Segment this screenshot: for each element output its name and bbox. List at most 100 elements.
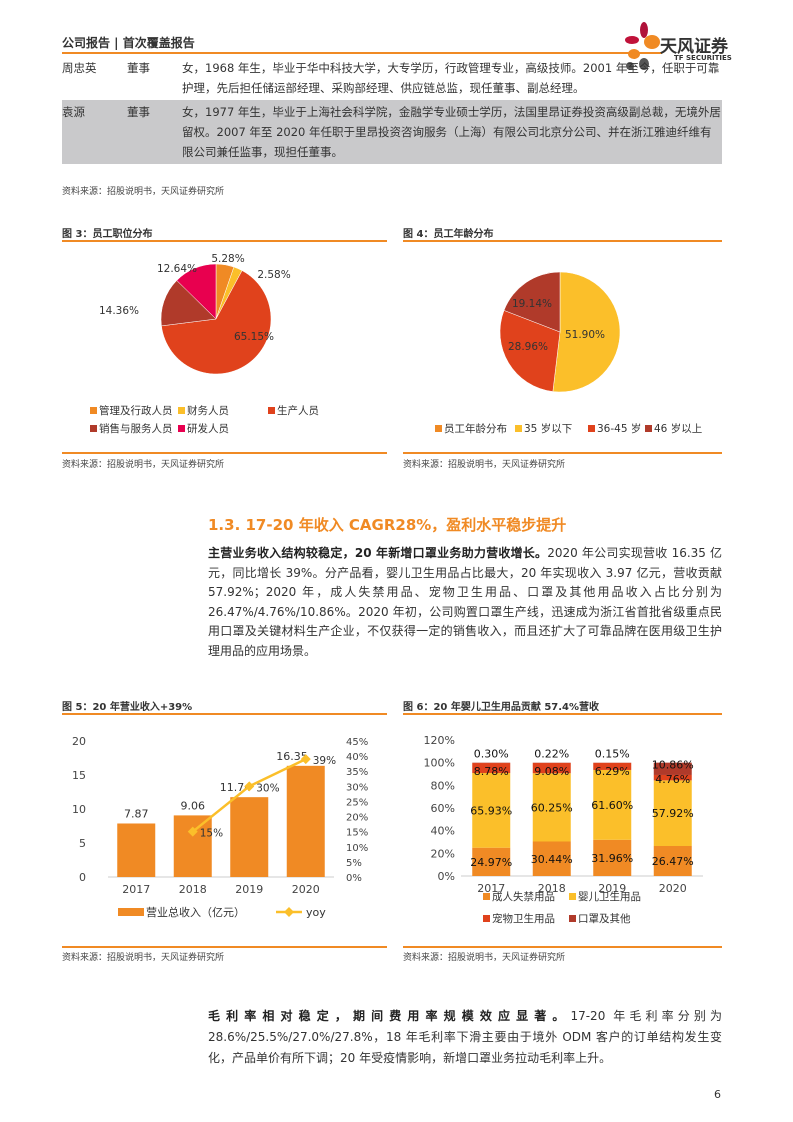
stacked-segment xyxy=(653,780,692,847)
stacked-segment xyxy=(653,762,692,775)
y-tick-label: 15 xyxy=(72,769,86,782)
figure3-source: 资料来源：招股说明书，天风证券研究所 xyxy=(62,460,225,470)
y2-tick-label: 15% xyxy=(346,828,368,839)
stacked-segment xyxy=(472,847,511,876)
figure-divider xyxy=(62,452,387,454)
legend-item: 35 岁以下 xyxy=(524,422,572,435)
legend-swatch xyxy=(483,915,490,922)
figure-divider xyxy=(403,240,722,242)
legend-item: 生产人员 xyxy=(277,404,319,417)
legend-swatch xyxy=(178,425,185,432)
slice-label: 65.15% xyxy=(234,331,274,343)
figure3-pie-chart: 5.28% 2.58% 65.15% 14.36% 12.64% 管理及行政人员 财务人员 生… xyxy=(90,253,319,435)
table-source: 资料来源：招股说明书，天风证券研究所 xyxy=(62,187,225,197)
y-tick-label: 80% xyxy=(431,779,455,792)
x-tick-label: 2020 xyxy=(659,882,687,895)
legend-item: 46 岁以上 xyxy=(654,422,702,435)
figure6-stacked-chart: 0% 20% 40% 60% 80% 100% 120% 24.97% 65.93% 8.78% 0… xyxy=(424,734,703,925)
y2-tick-label: 30% xyxy=(346,782,368,793)
legend-item: 成人失禁用品 xyxy=(492,890,555,903)
pie-slice xyxy=(552,271,621,393)
legend-swatch xyxy=(645,425,652,432)
page-number: 6 xyxy=(714,1088,721,1101)
logo-text: 天风证券 xyxy=(660,37,728,57)
stacked-segment xyxy=(593,839,632,876)
legend-swatch xyxy=(569,915,576,922)
segment-label: 0.30% xyxy=(474,748,509,761)
figure-divider xyxy=(403,713,722,715)
report-header: 公司报告 | 首次覆盖报告 xyxy=(62,36,195,50)
legend-item: 财务人员 xyxy=(187,404,229,417)
y-tick-label: 40% xyxy=(431,825,455,838)
stacked-segment xyxy=(472,763,511,773)
legend-swatch xyxy=(569,893,576,900)
segment-label: 26.47% xyxy=(652,855,694,868)
revenue-bar xyxy=(117,823,156,877)
figure-divider xyxy=(403,946,722,948)
y2-tick-label: 10% xyxy=(346,843,368,854)
y-tick-label: 5 xyxy=(79,837,86,850)
paragraph-lead: 毛利率相对稳定，期间费用率规模效应显著。 xyxy=(208,1009,571,1023)
yoy-label: 39% xyxy=(313,755,336,767)
figure4-pie-chart: 51.90% 28.96% 19.14% 员工年龄分布 35 岁以下 36-45 岁 46 … xyxy=(435,271,702,435)
segment-label: 6.29% xyxy=(595,765,630,778)
revenue-bar xyxy=(230,797,269,877)
table-row: 袁源 董事 女，1977 年生，毕业于上海社会科学院，金融学专业硕士学历，法国里… xyxy=(62,100,722,164)
bar-value-label: 16.35 xyxy=(276,750,308,763)
y-tick-label: 0 xyxy=(79,871,86,884)
pie-slice xyxy=(160,280,217,327)
legend-item: yoy xyxy=(306,906,326,919)
x-tick-label: 2017 xyxy=(477,882,505,895)
figure3-title: 图 3：员工职位分布 xyxy=(62,229,153,240)
stacked-segment xyxy=(593,762,632,770)
director-description: 女，1977 年生，毕业于上海社会科学院，金融学专业硕士学历，法国里昂证券投资高… xyxy=(182,100,722,164)
stacked-segment xyxy=(532,762,571,774)
y-tick-label: 20 xyxy=(72,735,86,748)
yoy-label: 15% xyxy=(200,828,223,840)
y-tick-label: 0% xyxy=(438,870,455,883)
segment-label: 61.60% xyxy=(591,799,633,812)
figure4-title: 图 4：员工年龄分布 xyxy=(403,229,494,240)
figure5-title: 图 5：20 年营业收入+39% xyxy=(62,702,193,713)
y-tick-label: 10 xyxy=(72,803,86,816)
y2-tick-label: 0% xyxy=(346,873,362,884)
legend-swatch xyxy=(483,893,490,900)
director-bio-table: 周忠英 董事 女，1968 年生，毕业于华中科技大学，大专学历，行政管理专业，高… xyxy=(62,56,722,164)
pie-slice xyxy=(499,310,561,392)
stacked-segment xyxy=(593,769,632,840)
paragraph-margin: 毛利率相对稳定，期间费用率规模效应显著。17-20 年毛利率分别为 28.6%/… xyxy=(208,1006,722,1069)
tf-securities-logo: 天风证券 TF SECURITIES xyxy=(622,20,742,72)
yoy-marker xyxy=(300,754,311,765)
y-tick-label: 60% xyxy=(431,802,455,815)
segment-label: 10.86% xyxy=(652,759,694,772)
y-tick-label: 20% xyxy=(431,847,455,860)
slice-label: 19.14% xyxy=(512,298,552,310)
bar-value-label: 7.87 xyxy=(124,807,149,820)
yoy-marker xyxy=(187,826,198,837)
yoy-marker xyxy=(244,781,255,792)
segment-label: 24.97% xyxy=(470,856,512,869)
x-tick-label: 2017 xyxy=(122,883,150,896)
legend-swatch xyxy=(435,425,442,432)
slice-label: 5.28% xyxy=(211,253,244,265)
segment-label: 8.78% xyxy=(474,765,509,778)
x-tick-label: 2019 xyxy=(235,883,263,896)
revenue-bar xyxy=(173,815,212,877)
figure4-source: 资料来源：招股说明书，天风证券研究所 xyxy=(403,460,566,470)
figure5-source: 资料来源：招股说明书，天风证券研究所 xyxy=(62,953,225,963)
legend-item: 销售与服务人员 xyxy=(99,422,173,435)
legend-swatch xyxy=(178,407,185,414)
legend-swatch xyxy=(90,425,97,432)
pie-slice xyxy=(503,271,561,333)
segment-label: 4.76% xyxy=(655,773,690,786)
slice-label: 51.90% xyxy=(565,329,605,341)
legend-swatch xyxy=(90,407,97,414)
legend-item: 营业总收入（亿元） xyxy=(146,905,245,919)
director-name: 周忠英 xyxy=(62,61,97,75)
y2-tick-label: 25% xyxy=(346,797,368,808)
paragraph-lead: 主营业务收入结构较稳定，20 年新增口罩业务助力营收增长。 xyxy=(208,546,548,560)
y-tick-label: 120% xyxy=(424,734,455,747)
segment-label: 31.96% xyxy=(591,852,633,865)
segment-label: 9.08% xyxy=(534,765,569,778)
